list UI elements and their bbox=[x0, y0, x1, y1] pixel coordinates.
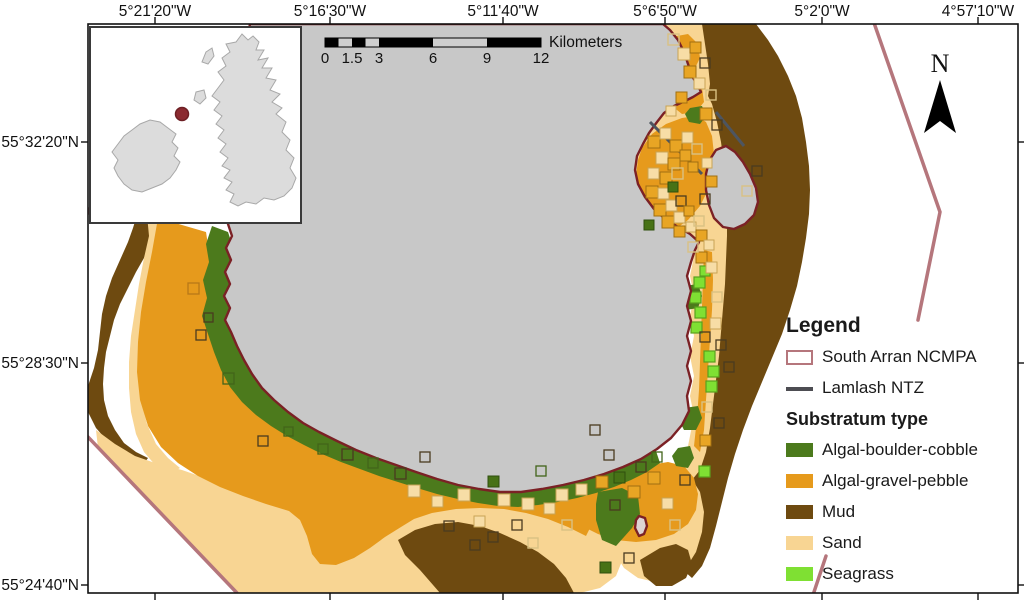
north-label: N bbox=[931, 49, 950, 78]
arran-island bbox=[222, 24, 703, 494]
lon-label-3: 5°6'50"W bbox=[633, 3, 697, 20]
north-arrow: N bbox=[924, 49, 956, 133]
map-frame bbox=[81, 17, 1024, 600]
legend-item-algal-boulder-cobble: Algal-boulder-cobble bbox=[786, 440, 1022, 460]
legend-item-label: Sand bbox=[822, 533, 862, 552]
inset-study-area-marker bbox=[174, 106, 190, 122]
scale-tick-4: 9 bbox=[483, 50, 491, 67]
axis-labels: 5°21'20"W 5°16'30"W 5°11'40"W 5°6'50"W 5… bbox=[1, 3, 1014, 594]
inset-map bbox=[89, 26, 302, 224]
lat-label-2: 55°24'40"N bbox=[1, 577, 79, 594]
map-content: 0 1.5 3 6 9 12 Kilometers N bbox=[88, 24, 956, 593]
lon-label-4: 5°2'0"W bbox=[794, 3, 850, 20]
scale-unit-label: Kilometers bbox=[549, 34, 622, 51]
legend-item-ntz: Lamlash NTZ bbox=[786, 378, 1022, 398]
lat-label-1: 55°28'30"N bbox=[1, 355, 79, 372]
boulder-swatch bbox=[786, 443, 813, 457]
lat-label-0: 55°32'20"N bbox=[1, 134, 79, 151]
legend-item-label: Algal-gravel-pebble bbox=[822, 471, 969, 490]
graticule-ticks bbox=[81, 17, 1024, 600]
legend-item-ncmpa: South Arran NCMPA bbox=[786, 347, 1022, 367]
small-islet bbox=[633, 514, 649, 538]
scale-tick-5: 12 bbox=[533, 50, 550, 67]
sample-markers bbox=[187, 33, 763, 574]
legend-substratum-title: Substratum type bbox=[786, 409, 929, 429]
scale-bar: 0 1.5 3 6 9 12 Kilometers bbox=[321, 34, 623, 67]
sand-swatch bbox=[786, 536, 813, 550]
legend-item-seagrass: Seagrass bbox=[786, 564, 1022, 584]
lon-label-2: 5°11'40"W bbox=[467, 3, 539, 20]
ncmpa-outline-swatch bbox=[786, 349, 813, 365]
scale-tick-2: 3 bbox=[375, 50, 383, 67]
substratum-mud-top-layer bbox=[398, 522, 692, 593]
scale-tick-1: 1.5 bbox=[342, 50, 363, 67]
seagrass-swatch bbox=[786, 567, 813, 581]
substratum-seagrass-layer bbox=[689, 265, 720, 478]
inset-great-britain bbox=[211, 33, 297, 207]
inset-ireland bbox=[111, 119, 181, 193]
legend-item-mud: Mud bbox=[786, 502, 1022, 522]
legend-item-sand: Sand bbox=[786, 533, 1022, 553]
north-arrow-icon bbox=[924, 80, 956, 133]
legend-title: Legend bbox=[786, 314, 861, 337]
ntz-line-swatch bbox=[786, 386, 813, 391]
legend-item-label: South Arran NCMPA bbox=[822, 347, 977, 366]
legend: Legend South Arran NCMPA Lamlash NTZ Sub… bbox=[786, 314, 1022, 595]
inset-hebrides bbox=[201, 47, 215, 65]
landmass-layer bbox=[222, 24, 760, 538]
legend-item-label: Mud bbox=[822, 502, 856, 521]
lon-label-0: 5°21'20"W bbox=[119, 3, 192, 20]
lon-label-1: 5°16'30"W bbox=[294, 3, 367, 20]
legend-item-algal-gravel-pebble: Algal-gravel-pebble bbox=[786, 471, 1022, 491]
scale-tick-0: 0 bbox=[321, 50, 329, 67]
inset-islay bbox=[193, 89, 207, 105]
scale-tick-3: 6 bbox=[429, 50, 437, 67]
legend-item-label: Algal-boulder-cobble bbox=[822, 440, 978, 459]
mud-swatch bbox=[786, 505, 813, 519]
lon-label-5: 4°57'10"W bbox=[942, 3, 1015, 20]
ncmpa-boundary bbox=[88, 24, 942, 593]
legend-item-label: Seagrass bbox=[822, 564, 894, 583]
legend-item-label: Lamlash NTZ bbox=[822, 378, 925, 397]
gravel-swatch bbox=[786, 474, 813, 488]
